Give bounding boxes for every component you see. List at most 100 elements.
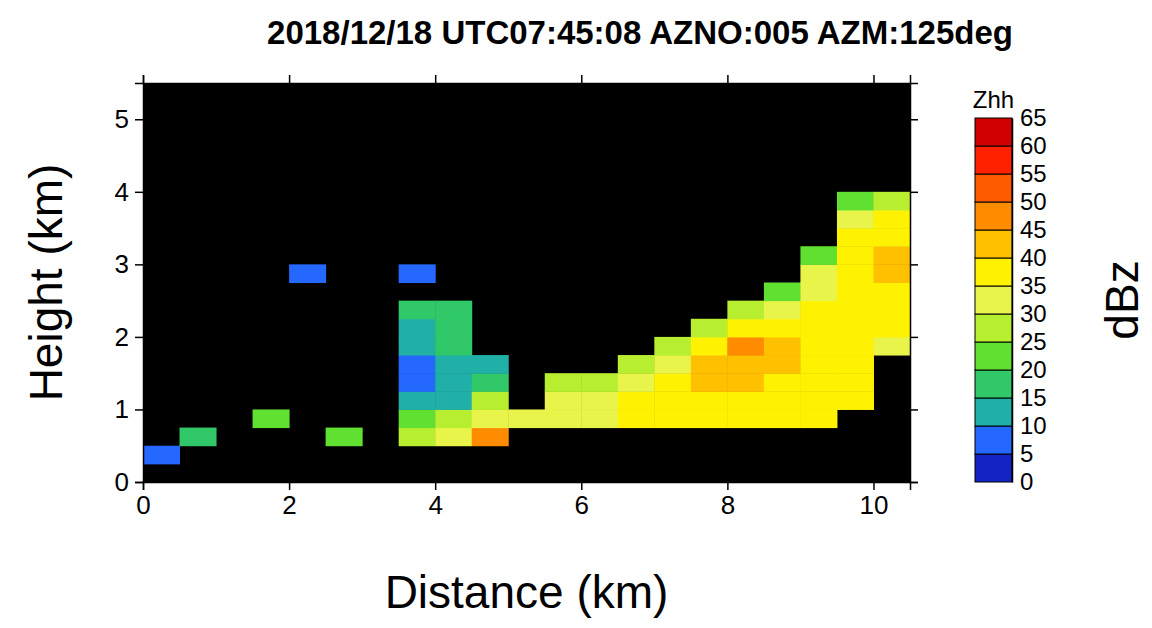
- cell: [399, 373, 436, 392]
- y-axis-right: [910, 84, 918, 483]
- cell: [727, 391, 764, 410]
- tick: [910, 482, 918, 483]
- tick: 4: [115, 177, 143, 207]
- cell: [727, 301, 764, 320]
- cell: [654, 337, 691, 356]
- cell: [800, 373, 837, 392]
- colorbar-bin: [975, 398, 1012, 426]
- plot-background: [143, 83, 910, 482]
- cell: [727, 373, 764, 392]
- tick: 5: [115, 104, 143, 134]
- cell: [581, 409, 618, 428]
- axis-line: [135, 84, 144, 483]
- tick-mark: [727, 75, 729, 83]
- tick-mark: [581, 75, 583, 83]
- x-axis-title: Distance (km): [385, 566, 669, 618]
- colorbar-bin: [975, 202, 1012, 230]
- cell: [837, 319, 874, 338]
- chart: 02468100123452018/12/18 UTC07:45:08 AZNO…: [0, 0, 1152, 628]
- cell: [435, 428, 472, 447]
- tick-label: 4: [428, 490, 442, 520]
- cell: [399, 264, 436, 283]
- tick: [435, 75, 436, 83]
- colorbar-tick: 40: [1012, 244, 1047, 271]
- cell: [800, 301, 837, 320]
- axis-line: [144, 483, 911, 491]
- tick-mark: [910, 409, 918, 411]
- tick: 1: [115, 394, 143, 424]
- cell: [435, 319, 472, 338]
- colorbar-tick-label: 25: [1020, 328, 1047, 355]
- cell: [837, 192, 874, 211]
- cell: [326, 428, 363, 447]
- colorbar-tick-label: 0: [1020, 468, 1033, 495]
- cell: [289, 264, 326, 283]
- tick-mark: [289, 482, 291, 490]
- cell: [727, 355, 764, 374]
- colorbar-tick: 20: [1012, 356, 1047, 383]
- colorbar-tick: 30: [1012, 300, 1047, 327]
- tick-label: 5: [115, 104, 129, 134]
- cell: [399, 337, 436, 356]
- tick: 2: [115, 322, 143, 352]
- tick-mark: [910, 482, 918, 484]
- tick-mark: [135, 482, 143, 484]
- colorbar-bin: [975, 454, 1012, 482]
- colorbar-tick: 55: [1012, 160, 1047, 187]
- y-axis-title: Height (km): [20, 164, 72, 402]
- tick-mark: [135, 192, 143, 194]
- cell: [764, 337, 801, 356]
- tick-mark: [910, 337, 918, 339]
- colorbar-tick-label: 15: [1020, 384, 1047, 411]
- x-axis: 0246810: [136, 482, 910, 520]
- tick-mark: [435, 75, 437, 83]
- tick-label: 2: [282, 490, 296, 520]
- colorbar-tick-label: 65: [1020, 104, 1047, 131]
- colorbar-tick: 35: [1012, 272, 1047, 299]
- tick-label: 0: [115, 467, 129, 497]
- cell: [727, 319, 764, 338]
- tick-label: 6: [575, 490, 589, 520]
- tick-mark: [143, 75, 145, 83]
- tick-label: 2: [115, 322, 129, 352]
- colorbar-bin: [975, 230, 1012, 258]
- colorbar-tick-label: 60: [1020, 132, 1047, 159]
- axis-line: [911, 84, 919, 483]
- cell: [691, 391, 728, 410]
- cell: [873, 246, 910, 265]
- cell: [800, 283, 837, 302]
- cell: [472, 391, 509, 410]
- colorbar-tick-label: 5: [1020, 440, 1033, 467]
- cell: [837, 228, 874, 247]
- colorbar-tick: 25: [1012, 328, 1047, 355]
- cell: [727, 337, 764, 356]
- cell: [691, 409, 728, 428]
- cell: [764, 283, 801, 302]
- cell: [253, 409, 290, 428]
- cell: [143, 446, 180, 465]
- cell: [472, 373, 509, 392]
- cell: [435, 337, 472, 356]
- cell: [654, 355, 691, 374]
- colorbar-line: [1012, 119, 1014, 483]
- cell: [764, 391, 801, 410]
- tick: 0: [136, 482, 150, 520]
- tick-mark: [135, 409, 143, 411]
- axis-line: [144, 75, 911, 84]
- cell: [837, 283, 874, 302]
- cell: [654, 409, 691, 428]
- cell: [800, 391, 837, 410]
- tick-label: 1: [115, 394, 129, 424]
- cell: [618, 409, 655, 428]
- colorbar-bin: [975, 174, 1012, 202]
- tick: [910, 264, 918, 265]
- tick: 8: [721, 482, 735, 520]
- cell: [399, 428, 436, 447]
- colorbar-bin: [975, 314, 1012, 342]
- colorbar: [975, 118, 1012, 482]
- tick-mark: [581, 482, 583, 490]
- colorbar-axis: 05101520253035404550556065: [1012, 104, 1047, 495]
- cell: [873, 264, 910, 283]
- cell: [873, 228, 910, 247]
- tick: 2: [282, 482, 296, 520]
